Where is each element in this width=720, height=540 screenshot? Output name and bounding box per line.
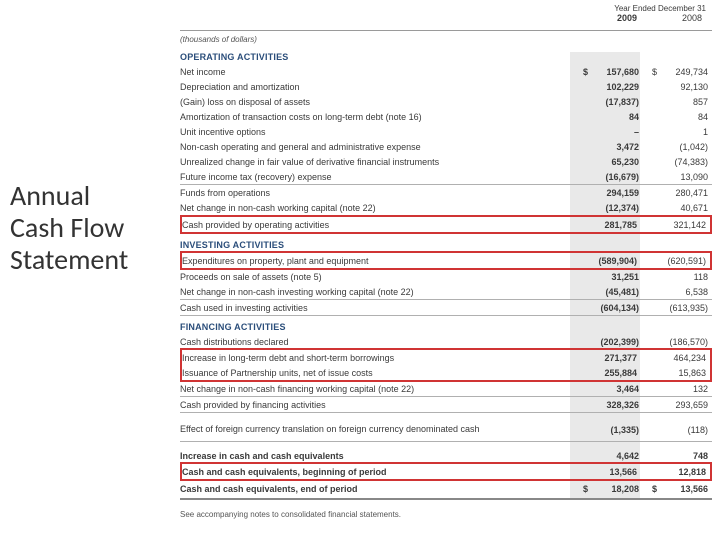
row-cash-inv: Cash used in investing activities (604,1… (180, 300, 712, 315)
cash-flow-statement: Year Ended December 31 2009 2008 (thousa… (160, 0, 720, 540)
side-title-line-2: Cash Flow (10, 212, 150, 244)
period-label: Year Ended December 31 (576, 4, 706, 13)
row-funds-ops: Funds from operations 294,159 280,471 (180, 185, 712, 200)
row-amort-trans: Amortization of transaction costs on lon… (180, 109, 712, 124)
section-investing: INVESTING ACTIVITIES (180, 240, 712, 250)
row-cash-op: Cash provided by operating activities 28… (182, 217, 710, 232)
row-cash-beg: Cash and cash equivalents, beginning of … (182, 464, 710, 479)
section-financing: FINANCING ACTIVITIES (180, 322, 712, 332)
page-side-title: Annual Cash Flow Statement (0, 0, 160, 540)
footnote: See accompanying notes to consolidated f… (180, 510, 712, 519)
side-title-line-3: Statement (10, 244, 150, 276)
row-cash-dist: Cash distributions declared (202,399) (1… (180, 334, 712, 349)
row-net-income: Net income $ 157,680 $ 249,734 (180, 64, 712, 79)
row-incr-ltd: Increase in long-term debt and short-ter… (182, 350, 710, 365)
row-unit-incentive: Unit incentive options – 1 (180, 124, 712, 139)
highlight-cash-operating: Cash provided by operating activities 28… (180, 215, 712, 234)
row-gain-loss: (Gain) loss on disposal of assets (17,83… (180, 94, 712, 109)
year-col-2009: 2009 (576, 13, 641, 23)
row-nc-inv-wc: Net change in non-cash investing working… (180, 284, 712, 299)
highlight-expend-ppe: Expenditures on property, plant and equi… (180, 251, 712, 270)
row-nc-fin-wc: Net change in non-cash financing working… (180, 381, 712, 396)
side-title-line-1: Annual (10, 180, 150, 212)
highlight-cash-beg: Cash and cash equivalents, beginning of … (180, 462, 712, 481)
year-col-2008: 2008 (641, 13, 706, 23)
units-label: (thousands of dollars) (180, 35, 712, 44)
row-iss-units: Issuance of Partnership units, net of is… (182, 365, 710, 380)
row-cash-end: Cash and cash equivalents, end of period… (180, 481, 712, 496)
highlight-incr-ltd-issuance: Increase in long-term debt and short-ter… (180, 348, 712, 382)
row-fx-effect: Effect of foreign currency translation o… (180, 419, 712, 441)
row-unrealized-change: Unrealized change in fair value of deriv… (180, 154, 712, 169)
row-nc-ncwc: Net change in non-cash working capital (… (180, 200, 712, 215)
row-future-tax: Future income tax (recovery) expense (16… (180, 169, 712, 184)
section-operating: OPERATING ACTIVITIES (180, 52, 712, 62)
column-header: Year Ended December 31 2009 2008 (180, 4, 712, 28)
row-proc-sale: Proceeds on sale of assets (note 5) 31,2… (180, 269, 712, 284)
row-dep-amort: Depreciation and amortization 102,229 92… (180, 79, 712, 94)
row-incr-cash: Increase in cash and cash equivalents 4,… (180, 448, 712, 463)
row-noncash-op: Non-cash operating and general and admin… (180, 139, 712, 154)
row-cash-fin: Cash provided by financing activities 32… (180, 397, 712, 412)
row-expend-ppe: Expenditures on property, plant and equi… (182, 253, 710, 268)
